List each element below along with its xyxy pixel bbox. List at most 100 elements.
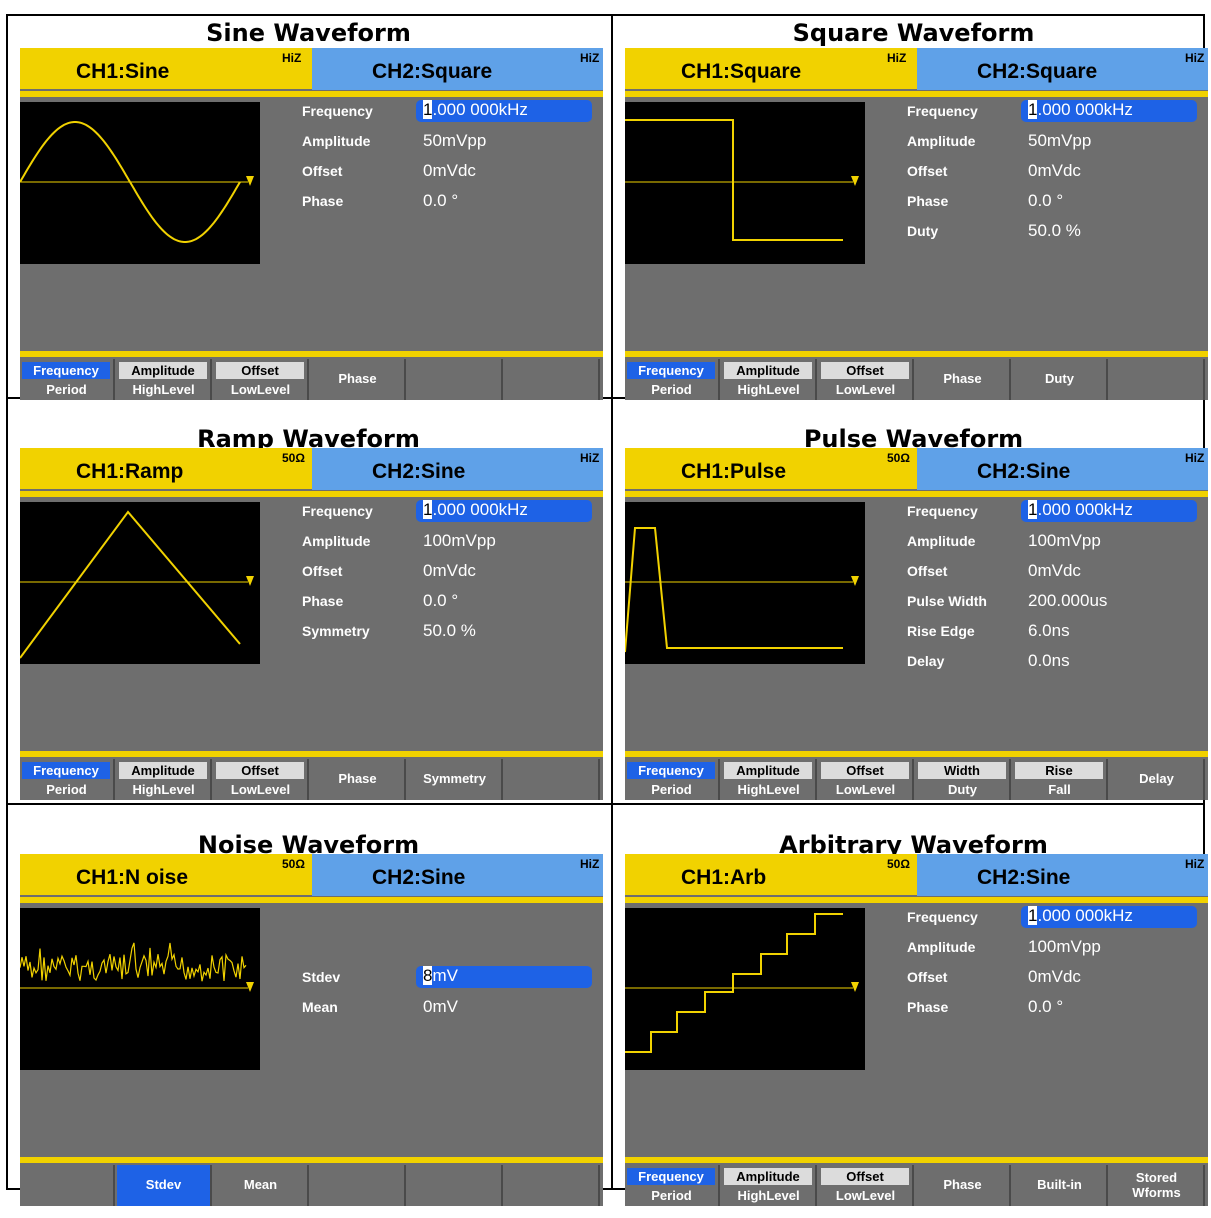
softkey[interactable]: Offset LowLevel [819,1165,914,1206]
param-value-selected[interactable]: 1.000 000kHz [1021,906,1197,928]
softkey[interactable]: Frequency Period [625,359,720,400]
softkey[interactable]: Phase [311,359,406,400]
softkey[interactable] [311,1165,406,1206]
param-row[interactable]: Amplitude 100mVpp [302,530,603,554]
waveform-panel: Pulse Waveform CH1:Pulse 50Ω CH2:Sine HiZ Fre… [615,404,1211,810]
softkey[interactable]: Mean [214,1165,309,1206]
softkey[interactable]: Frequency Period [20,759,115,800]
softkey[interactable]: Amplitude HighLevel [722,359,817,400]
softkey[interactable]: Frequency Period [625,1165,720,1206]
param-value-selected[interactable]: 1.000 000kHz [416,100,592,122]
tab-ch2[interactable]: CH2:Sine HiZ [312,854,603,896]
tab-ch2[interactable]: CH2:Sine HiZ [917,448,1208,490]
param-row[interactable]: Offset 0mVdc [907,160,1208,184]
param-row[interactable]: Offset 0mVdc [907,966,1208,990]
tab-ch2[interactable]: CH2:Square HiZ [312,48,603,90]
waveform-svg [20,942,254,992]
tab-ch1[interactable]: CH1:Ramp 50Ω [20,448,312,489]
param-row[interactable]: Symmetry 50.0 % [302,620,603,644]
tab-ch1[interactable]: CH1:Square HiZ [625,48,917,89]
param-row[interactable]: Amplitude 100mVpp [907,936,1208,960]
param-row[interactable]: Phase 0.0 ° [907,190,1208,214]
param-row[interactable]: Offset 0mVdc [302,560,603,584]
param-name: Offset [302,563,343,579]
tab-ch1[interactable]: CH1:N oise 50Ω [20,854,312,895]
param-row[interactable]: Amplitude 100mVpp [907,530,1208,554]
softkey[interactable]: Width Duty [916,759,1011,800]
waveform-trace [625,913,843,1053]
param-value: 0mVdc [423,561,476,580]
softkey[interactable]: Stdev [117,1165,212,1206]
tab-ch2[interactable]: CH2:Sine HiZ [917,854,1208,896]
param-row[interactable]: Phase 0.0 ° [302,590,603,614]
tab-ch1[interactable]: CH1:Arb 50Ω [625,854,917,895]
softkey[interactable]: Phase [916,359,1011,400]
softkey[interactable]: Frequency Period [625,759,720,800]
softkey[interactable] [408,1165,503,1206]
softkey-bottom-label: LowLevel [835,382,896,397]
param-row[interactable]: Phase 0.0 ° [907,996,1208,1020]
softkey[interactable] [505,359,600,400]
softkey[interactable]: Delay [1110,759,1205,800]
param-value-selected[interactable]: 8mV [416,966,592,988]
ch1-label: CH1:Arb [681,866,767,889]
softkey[interactable] [505,1165,600,1206]
softkey[interactable] [408,359,503,400]
softkey[interactable]: Built-in [1013,1165,1108,1206]
param-row[interactable]: Pulse Width 200.000us [907,590,1208,614]
tab-ch1[interactable]: CH1:Pulse 50Ω [625,448,917,489]
param-row[interactable]: Offset 0mVdc [302,160,603,184]
softkey[interactable]: Symmetry [408,759,503,800]
tab-ch1[interactable]: CH1:Sine HiZ [20,48,312,89]
waveform-panel: Square Waveform CH1:Square HiZ CH2:Square Hi… [615,16,1211,422]
param-row[interactable]: Frequency 1.000 000kHz [907,906,1208,930]
softkey[interactable]: Offset LowLevel [819,759,914,800]
divider-bar [20,91,603,97]
softkey-bottom-label: LowLevel [835,1188,896,1203]
softkey[interactable]: Duty [1013,359,1108,400]
param-row[interactable]: Amplitude 50mVpp [907,130,1208,154]
param-name: Pulse Width [907,593,987,609]
softkey[interactable]: Rise Fall [1013,759,1108,800]
param-row[interactable]: Stdev 8mV [302,966,603,990]
param-value: 0mVdc [1028,561,1081,580]
param-row[interactable]: Amplitude 50mVpp [302,130,603,154]
tab-ch2[interactable]: CH2:Square HiZ [917,48,1208,90]
param-value-selected[interactable]: 1.000 000kHz [1021,100,1197,122]
softkey[interactable]: Amplitude HighLevel [117,759,212,800]
softkey[interactable]: Phase [916,1165,1011,1206]
softkey[interactable] [1110,359,1205,400]
param-value-selected[interactable]: 1.000 000kHz [1021,500,1197,522]
softkey[interactable]: Offset LowLevel [819,359,914,400]
softkey[interactable]: Amplitude HighLevel [722,759,817,800]
param-value-selected[interactable]: 1.000 000kHz [416,500,592,522]
softkey[interactable]: Amplitude HighLevel [117,359,212,400]
param-name: Frequency [907,503,978,519]
softkey[interactable]: Offset LowLevel [214,359,309,400]
divider-bar [20,751,603,757]
softkey[interactable] [20,1165,115,1206]
softkey-top-label: Frequency [22,362,110,379]
param-row[interactable]: Offset 0mVdc [907,560,1208,584]
ch1-label: CH1:Ramp [76,460,184,483]
softkey[interactable]: Amplitude HighLevel [722,1165,817,1206]
param-row[interactable]: Delay 0.0ns [907,650,1208,674]
softkey-bottom-label: Period [46,782,87,797]
softkey[interactable]: Offset LowLevel [214,759,309,800]
param-row[interactable]: Frequency 1.000 000kHz [302,100,603,124]
softkey[interactable]: Phase [311,759,406,800]
param-row[interactable]: Phase 0.0 ° [302,190,603,214]
softkey[interactable]: Stored Wforms [1110,1165,1205,1206]
param-row[interactable]: Rise Edge 6.0ns [907,620,1208,644]
softkey[interactable]: Frequency Period [20,359,115,400]
tab-ch2[interactable]: CH2:Sine HiZ [312,448,603,490]
param-row[interactable]: Mean 0mV [302,996,603,1020]
softkey-top-label: Frequency [22,762,110,779]
generator-screen: CH1:Arb 50Ω CH2:Sine HiZ Frequency 1.000 000k… [625,854,1208,1206]
param-value: 0.0 ° [1028,997,1064,1016]
param-row[interactable]: Duty 50.0 % [907,220,1208,244]
param-row[interactable]: Frequency 1.000 000kHz [907,100,1208,124]
param-row[interactable]: Frequency 1.000 000kHz [302,500,603,524]
softkey[interactable] [505,759,600,800]
param-row[interactable]: Frequency 1.000 000kHz [907,500,1208,524]
